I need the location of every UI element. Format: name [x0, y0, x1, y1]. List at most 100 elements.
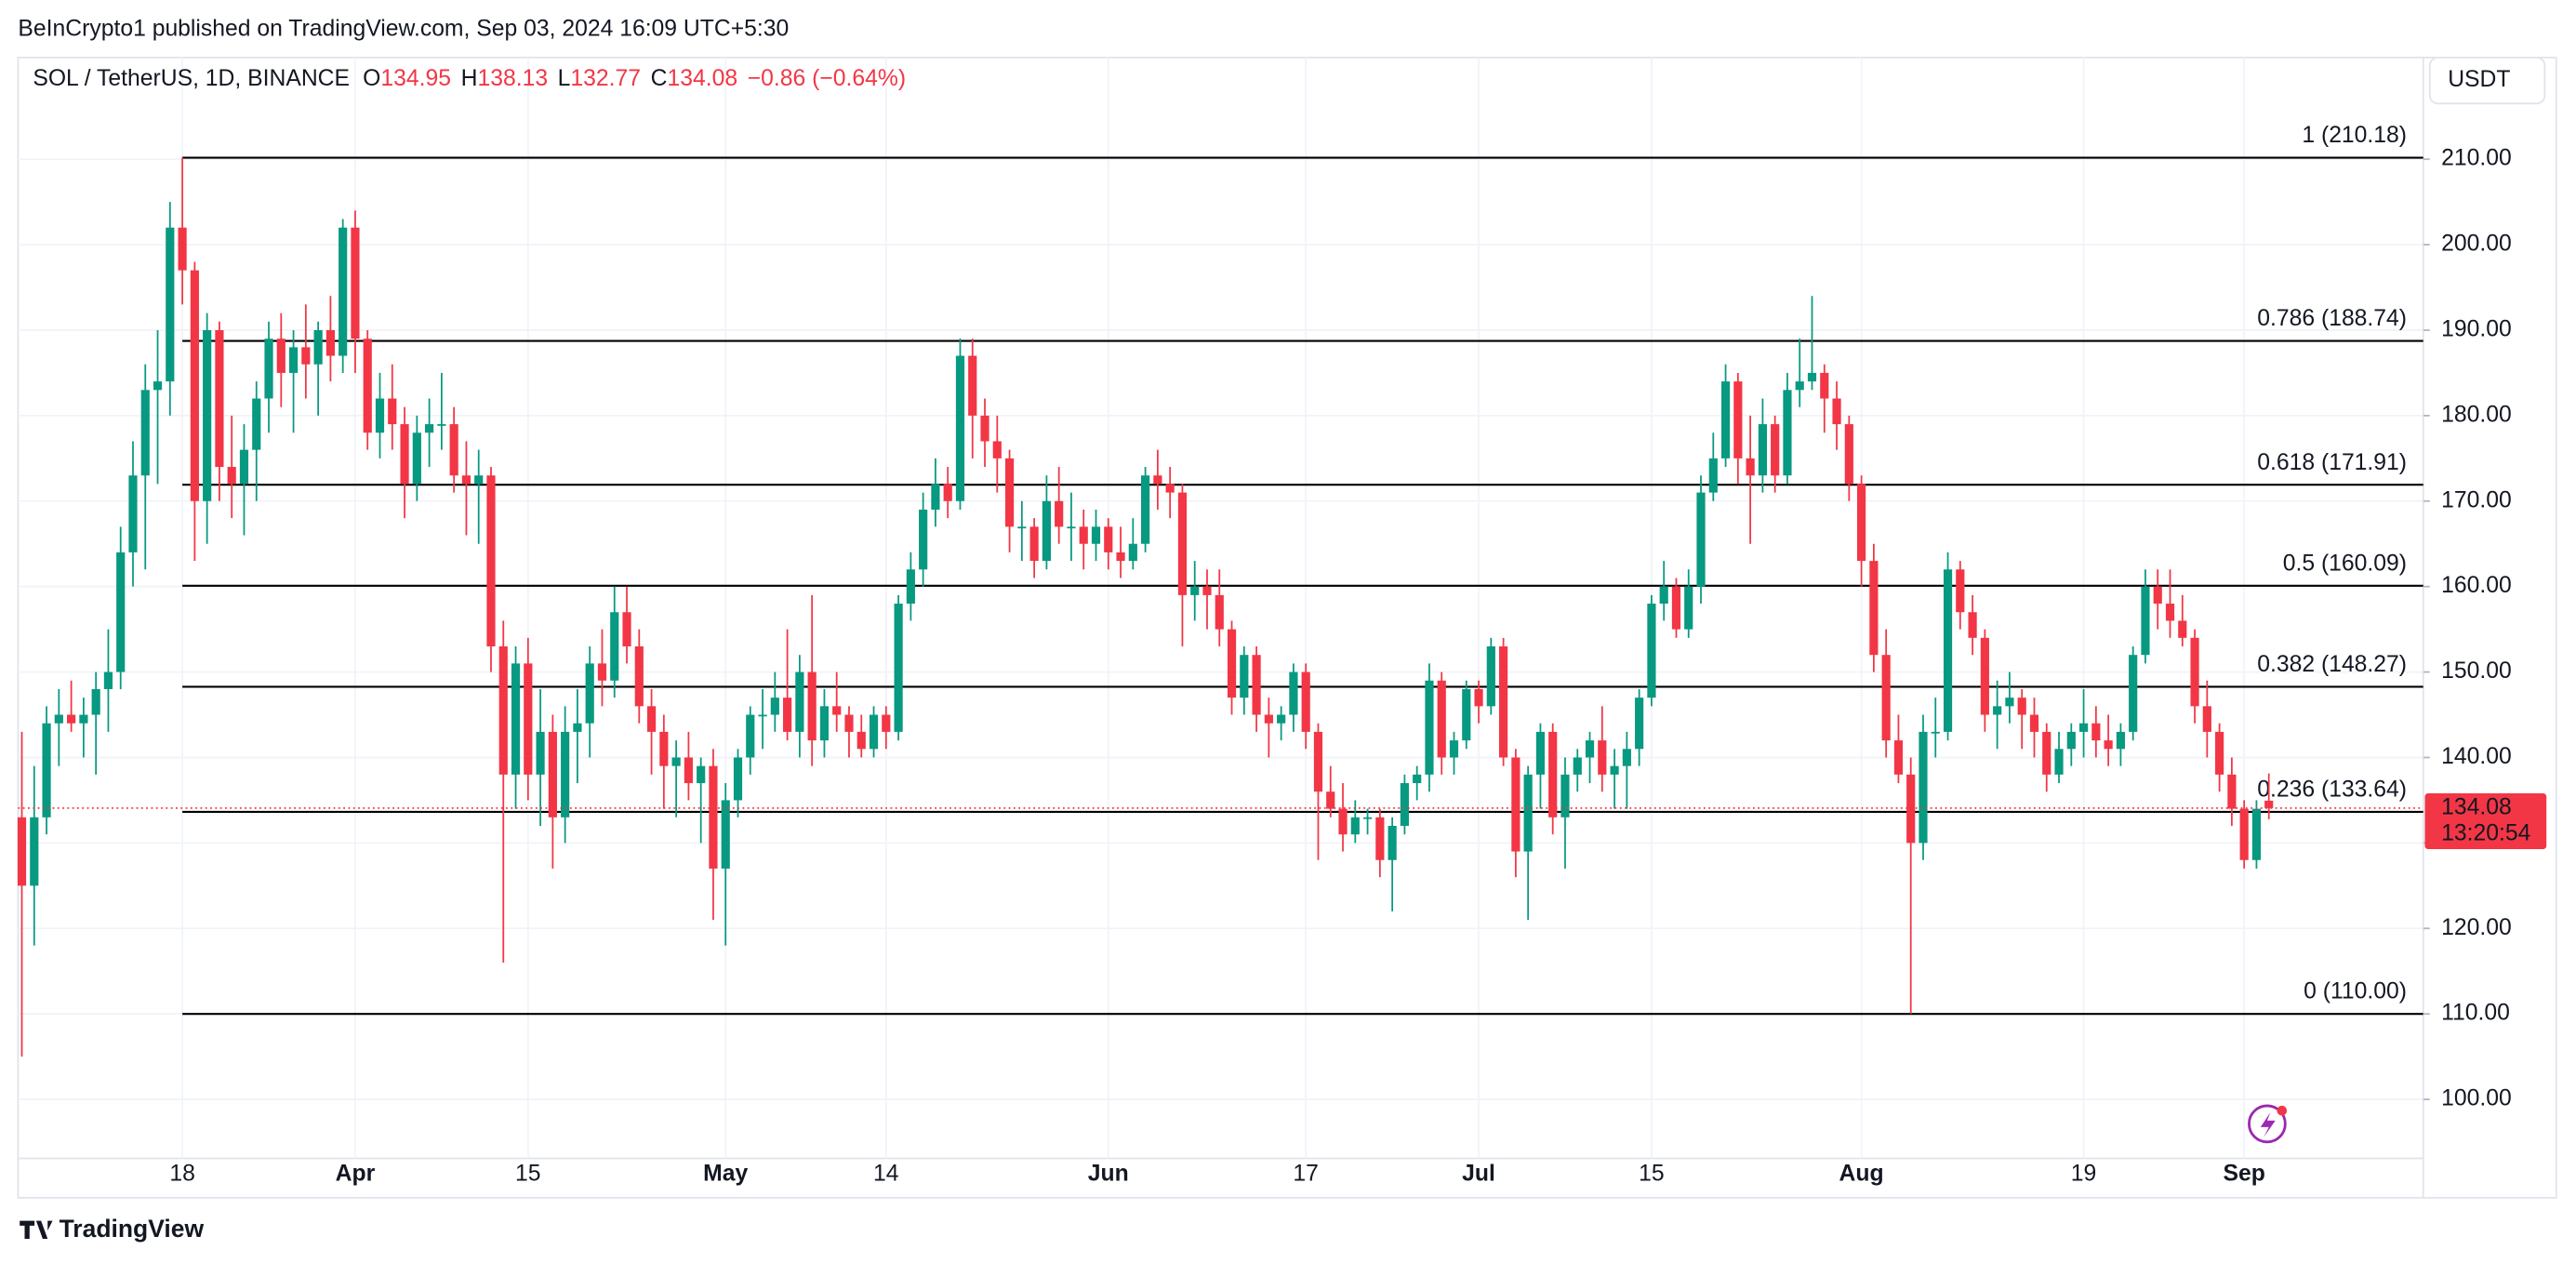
last-price-label: 134.08 [2441, 794, 2512, 819]
candle-body [128, 475, 138, 552]
candle-body [1313, 731, 1323, 792]
fib-label: 0.236 (133.64) [2257, 777, 2407, 802]
candle-body [1993, 706, 2002, 715]
candle-body [1104, 526, 1113, 552]
candle-body [1708, 458, 1718, 493]
candle-body [931, 484, 940, 510]
close-value: 134.08 [667, 65, 737, 90]
candle-body [79, 714, 88, 724]
candle-body [709, 765, 718, 869]
candle-body [832, 706, 842, 715]
candle-body [671, 757, 681, 766]
candle-body [697, 765, 706, 784]
candle-body [1968, 612, 1977, 638]
alert-icon[interactable] [2248, 1104, 2287, 1144]
candle-body [2017, 698, 2026, 715]
candle-body [1893, 740, 1904, 775]
candle-body [301, 347, 311, 365]
candle-body [1511, 757, 1520, 852]
candle-body [498, 646, 508, 775]
candle-body [1857, 484, 1866, 562]
candle-body [1425, 680, 1434, 775]
candle-body [2054, 749, 2064, 775]
candle-body [646, 706, 657, 732]
candle-body [597, 663, 607, 681]
candle-body [1362, 817, 1373, 819]
candle-body [2042, 731, 2052, 775]
candle-body [2005, 698, 2014, 707]
candle-body [1413, 774, 1422, 784]
candle-body [2066, 731, 2076, 750]
candle-body [1622, 749, 1631, 766]
candle-body [449, 424, 458, 476]
candle-body [783, 698, 792, 732]
candle-body [1277, 714, 1286, 724]
candle-body [461, 475, 471, 485]
candle-body [2190, 637, 2199, 707]
candle-body [1635, 698, 1644, 750]
candle-body [561, 731, 570, 818]
y-tick-label: 170.00 [2441, 487, 2512, 512]
candle-body [2029, 714, 2039, 732]
candle-body [1116, 552, 1125, 562]
candle-body [1881, 655, 1891, 741]
candle-body [400, 424, 409, 485]
candle-body [1004, 458, 1015, 527]
axes: 100.00110.00120.00130.00140.00150.00160.… [18, 146, 2547, 1187]
ohlc-letter: H [461, 65, 478, 90]
candle-body [17, 817, 27, 886]
legend: SOL / TetherUS, 1D, BINANCE O134.95 H138.1… [33, 65, 906, 90]
candle-body [1684, 586, 1693, 630]
candle-body [2202, 706, 2211, 732]
candle-body [1832, 398, 1841, 425]
candle-body [1807, 372, 1817, 382]
candle-body [585, 663, 594, 724]
currency[interactable]: USDT [2448, 67, 2510, 92]
candle-body [339, 227, 348, 356]
candle-body [1141, 475, 1150, 544]
ohlc-letter: O [363, 65, 380, 90]
candle-body [1659, 586, 1668, 605]
x-tick-label: Sep [2223, 1162, 2264, 1187]
candle-body [1301, 671, 1310, 732]
candle-body [1647, 604, 1656, 698]
candle-body [486, 475, 496, 647]
candle-body [1190, 586, 1200, 595]
candle-body [869, 714, 879, 750]
candle-body [1177, 492, 1188, 595]
y-tick-label: 100.00 [2441, 1086, 2512, 1111]
candle-body [388, 398, 397, 425]
candle-body [1067, 526, 1076, 529]
candle-body [437, 424, 446, 426]
ohlc-letter: L [558, 65, 571, 90]
candle-body [980, 415, 989, 442]
candle-body [2178, 620, 2187, 638]
candle-body [264, 339, 273, 399]
candle-body [622, 612, 631, 647]
candle-body [856, 731, 866, 750]
candle-body [882, 714, 891, 732]
candle-body [807, 671, 817, 741]
candle-body [1042, 500, 1051, 562]
candle-body [1474, 688, 1483, 707]
candle-body [412, 432, 421, 485]
candle-body [1671, 586, 1681, 630]
candle-body [252, 398, 261, 450]
y-tick-label: 180.00 [2441, 402, 2512, 427]
candle-body [746, 714, 755, 758]
candle-body [313, 329, 323, 365]
x-tick-label: Aug [1839, 1162, 1884, 1187]
candle-body [203, 329, 212, 501]
candle-body [1696, 492, 1706, 587]
candle-body [1252, 655, 1261, 715]
candle-body [1573, 757, 1582, 775]
candle-body [1326, 791, 1335, 809]
candle-body [2141, 586, 2150, 656]
candle-body [2251, 808, 2262, 860]
candle-body [795, 671, 804, 732]
x-tick-label: 15 [515, 1162, 541, 1187]
currency-button[interactable] [2428, 56, 2546, 105]
